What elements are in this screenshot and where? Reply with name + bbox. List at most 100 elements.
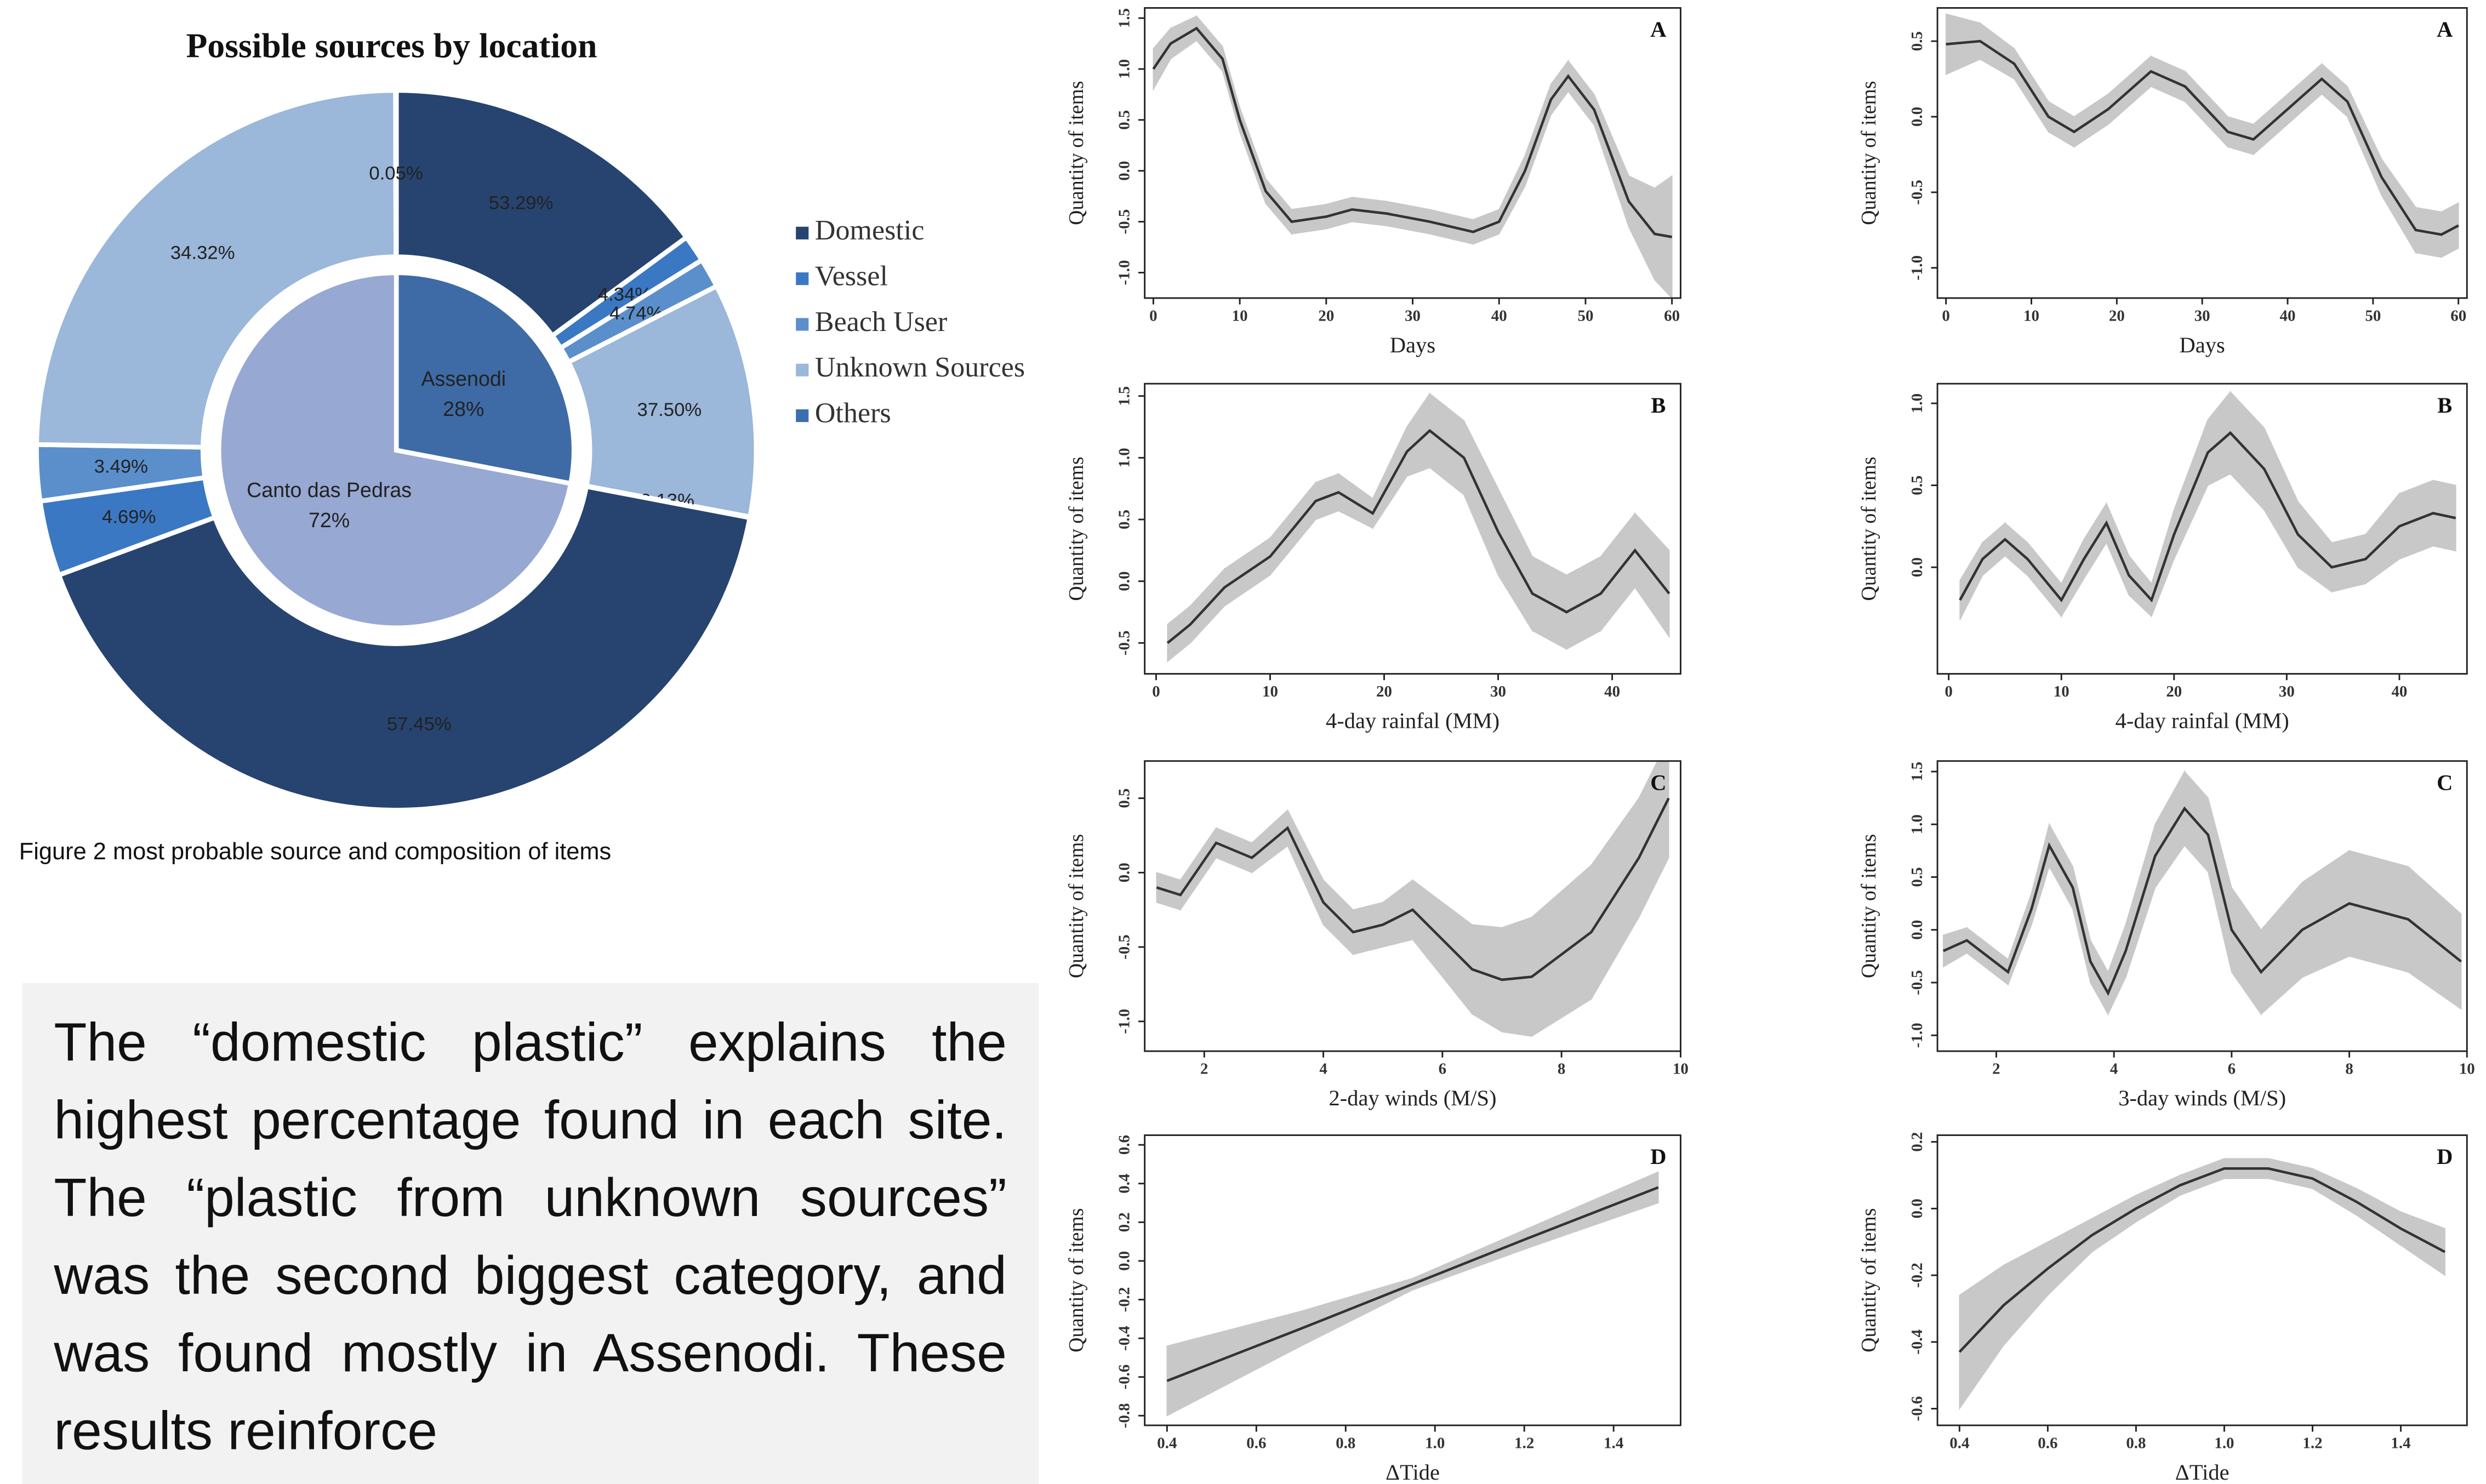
x-tick-label: 10	[2023, 307, 2039, 324]
plot-area	[1945, 13, 2459, 258]
x-axis-label: Days	[2180, 333, 2225, 357]
x-tick-label: 1.0	[1425, 1434, 1445, 1452]
y-tick-label: -1.0	[1908, 255, 1926, 281]
plot-frame	[1936, 7, 2468, 299]
y-axis-label: Quantity of items	[1065, 81, 1088, 225]
y-tick-label: 0.0	[1908, 107, 1926, 127]
x-axis-label: 2-day winds (M/S)	[1329, 1086, 1497, 1110]
smooth-curve	[1946, 39, 2459, 236]
confidence-band	[2365, 492, 2400, 585]
x-tick-label: 0.8	[2126, 1434, 2146, 1452]
y-axis-label: Quantity of items	[1065, 1208, 1088, 1352]
y-tick-label: -0.5	[1116, 209, 1133, 235]
panel: 0 10 20 30 40 0.0 0.5 1.0 Quantity of items 4-day…	[1857, 383, 2468, 733]
plot-area	[1166, 392, 1670, 663]
confidence-band	[1497, 488, 1533, 632]
y-axis-label: Quantity of items	[1065, 834, 1088, 978]
value-label: 4.69%	[102, 506, 156, 527]
legend-label: Unknown Sources	[815, 352, 1025, 383]
panel: 0.4 0.6 0.8 1.0 1.2 1.4 -0.8 -0.6 -0.4 -0.2 0.0 0.2…	[1065, 1134, 1681, 1484]
confidence-band	[2301, 849, 2350, 978]
plot-area	[1156, 761, 1670, 1037]
x-tick-label: 0.6	[1246, 1434, 1266, 1452]
confidence-band	[1524, 1171, 1659, 1250]
x-axis-label: 4-day rainfal (MM)	[1326, 709, 1499, 733]
y-tick-label: -0.5	[1116, 630, 1133, 655]
inner-value-label: 72%	[309, 509, 350, 532]
x-tick-label: 60	[2450, 307, 2466, 324]
value-label: 34.32%	[170, 242, 235, 263]
x-tick-label: 10	[1673, 1060, 1689, 1078]
plot-area	[1166, 1171, 1659, 1417]
confidence-band	[1412, 1229, 1525, 1291]
plot-frame	[1936, 760, 2468, 1052]
plot-frame	[1144, 760, 1681, 1052]
x-tick-label: 20	[2166, 683, 2182, 700]
legend-swatch	[796, 226, 809, 239]
confidence-band	[2154, 769, 2185, 889]
x-tick-label: 40	[2280, 307, 2296, 324]
x-tick-label: 4	[1319, 1060, 1327, 1078]
value-label: 0.05%	[369, 163, 423, 184]
x-tick-label: 6	[1439, 1060, 1446, 1078]
value-label: 37.50%	[637, 399, 702, 420]
x-tick-label: 8	[2345, 1060, 2353, 1078]
x-axis-label: 4-day rainfal (MM)	[2116, 709, 2289, 733]
smooth-curve	[1166, 429, 1670, 644]
panel-letter: A	[2437, 17, 2453, 42]
x-tick-label: 60	[1664, 307, 1680, 324]
y-tick-label: 0.4	[1116, 1174, 1133, 1194]
x-tick-label: 0.4	[1157, 1434, 1177, 1452]
smooth-curve	[1959, 431, 2456, 603]
legend-label: Vessel	[815, 261, 888, 292]
confidence-band	[2135, 1174, 2181, 1223]
inner-label: Canto das Pedras	[247, 478, 412, 501]
confidence-band	[1638, 761, 1669, 918]
smooth-curve	[1152, 26, 1673, 238]
x-tick-label: 10	[1232, 307, 1248, 324]
plot-area	[1959, 390, 2456, 620]
confidence-band	[2047, 1218, 2092, 1297]
x-axis-label: ΔTide	[1385, 1460, 1440, 1484]
panel: 0 10 20 30 40 50 60 -1.0 -0.5 0.0 0.5 1.0 1.5 Quantit…	[1065, 7, 1681, 357]
y-tick-label: 0.0	[1116, 1251, 1133, 1271]
confidence-band	[1942, 927, 1968, 968]
x-tick-label: 0	[1149, 307, 1157, 324]
confidence-band	[1593, 94, 1629, 227]
inner-value-label: 28%	[443, 397, 484, 420]
confidence-band	[1654, 175, 1673, 298]
y-tick-label: -0.4	[1908, 1329, 1926, 1355]
confidence-band	[2312, 1168, 2357, 1217]
y-tick-label: 0.5	[1116, 110, 1133, 130]
confidence-band	[2408, 865, 2462, 1010]
x-tick-label: 4	[2110, 1060, 2118, 1078]
confidence-band	[2003, 1241, 2049, 1347]
confidence-band	[1959, 1264, 2004, 1411]
plot-frame	[1144, 1134, 1681, 1426]
y-tick-label: 1.0	[1116, 448, 1133, 467]
smooth-curve	[1958, 1167, 2446, 1353]
x-tick-label: 10	[2459, 1060, 2475, 1078]
x-tick-label: 20	[1318, 307, 1334, 324]
x-tick-label: 10	[1262, 683, 1278, 700]
confidence-band	[2356, 1188, 2402, 1246]
x-tick-label: 0.6	[2038, 1434, 2057, 1452]
y-tick-label: -0.2	[1908, 1263, 1926, 1288]
chart-title: Possible sources by location	[186, 26, 597, 65]
y-tick-label: 1.5	[1908, 762, 1926, 781]
y-tick-label: 0.5	[1908, 476, 1926, 495]
y-tick-label: -0.2	[1116, 1287, 1133, 1312]
y-tick-label: 0.0	[1116, 161, 1133, 181]
confidence-band	[1300, 1277, 1413, 1347]
panel-letter: D	[2437, 1144, 2453, 1169]
legend-swatch	[796, 363, 809, 376]
figure-caption: Figure 2 most probable source and compos…	[19, 838, 612, 866]
plot-frame	[1144, 7, 1681, 299]
y-tick-label: 0.2	[1908, 1132, 1926, 1152]
y-tick-label: 0.2	[1116, 1212, 1133, 1232]
text-box: The “domestic plastic” explains the high…	[22, 983, 1039, 1484]
x-tick-label: 2	[1200, 1060, 1208, 1078]
x-tick-label: 50	[1577, 307, 1593, 324]
